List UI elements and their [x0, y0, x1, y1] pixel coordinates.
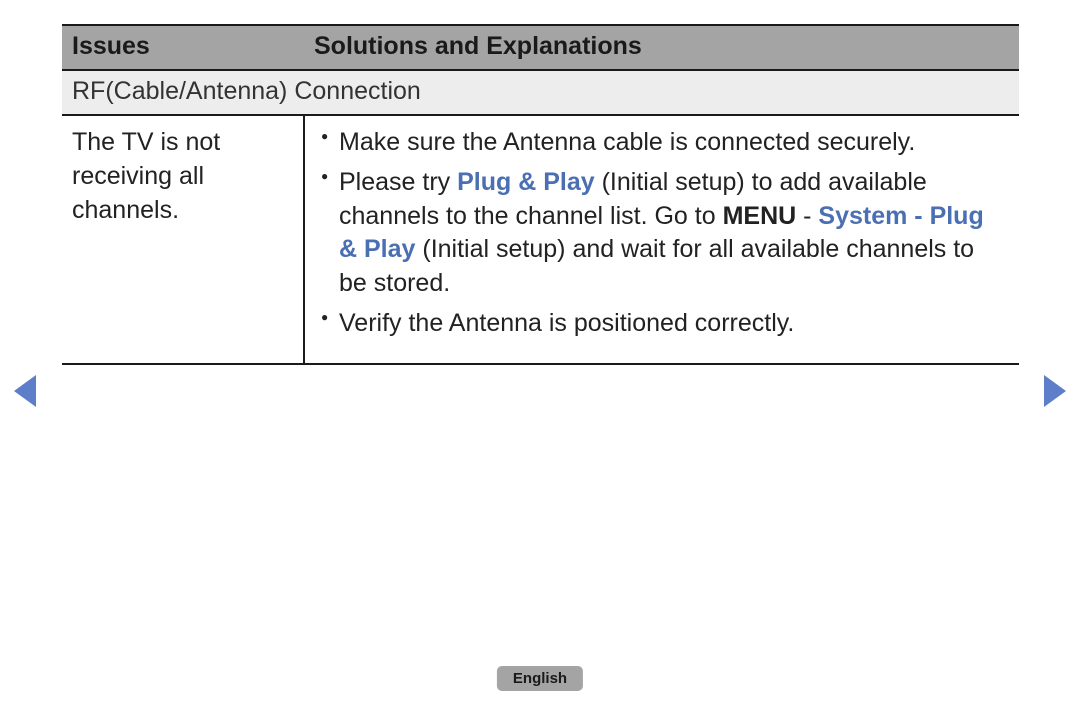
issue-text: The TV is not receiving all channels. — [62, 115, 304, 364]
prev-page-arrow[interactable] — [14, 375, 36, 407]
text-fragment: - — [796, 202, 818, 230]
table-row: The TV is not receiving all channels. Ma… — [62, 115, 1019, 364]
solutions-cell: Make sure the Antenna cable is connected… — [304, 115, 1019, 364]
solution-item: Verify the Antenna is positioned correct… — [321, 307, 1007, 341]
section-label: RF(Cable/Antenna) Connection — [62, 70, 1019, 115]
troubleshooting-table: Issues Solutions and Explanations RF(Cab… — [62, 24, 1019, 365]
solution-item: Please try Plug & Play (Initial setup) t… — [321, 166, 1007, 301]
solution-item: Make sure the Antenna cable is connected… — [321, 126, 1007, 160]
link-plug-and-play: Plug & Play — [457, 168, 595, 196]
next-page-arrow[interactable] — [1044, 375, 1066, 407]
menu-bold: MENU — [723, 202, 797, 230]
solutions-list: Make sure the Antenna cable is connected… — [315, 126, 1007, 341]
col-header-issues: Issues — [62, 25, 304, 70]
text-fragment: Please try — [339, 168, 457, 196]
language-indicator: English — [497, 666, 583, 691]
text-fragment: (Initial setup) and wait for all availab… — [339, 235, 974, 297]
table-header-row: Issues Solutions and Explanations — [62, 25, 1019, 70]
col-header-solutions: Solutions and Explanations — [304, 25, 1019, 70]
section-row: RF(Cable/Antenna) Connection — [62, 70, 1019, 115]
manual-page: Issues Solutions and Explanations RF(Cab… — [0, 0, 1080, 705]
